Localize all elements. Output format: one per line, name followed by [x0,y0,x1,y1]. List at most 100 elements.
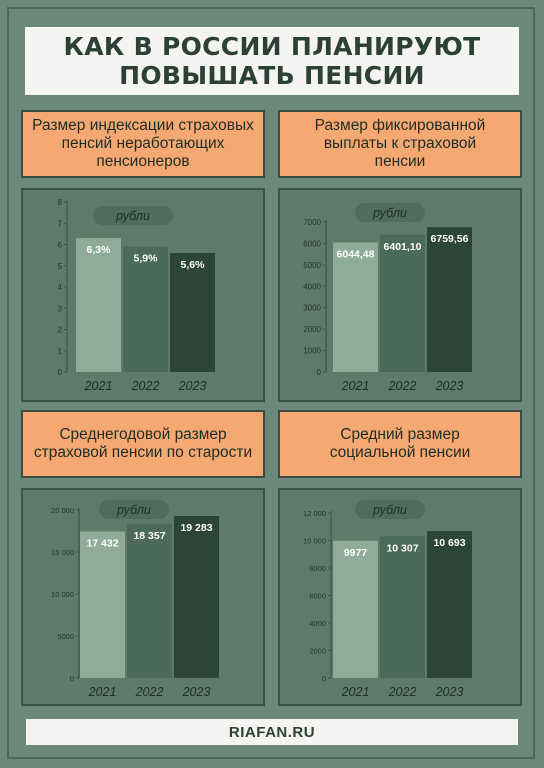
chart-4-header: Средний размер социальной пенсии [278,410,522,478]
bar-2023 [427,530,472,678]
chart-4-svg: 0 2000 4000 6000 8000 10 000 12 000 9977 2021 10 … [303,500,472,699]
chart-1-svg: 0 1 2 3 4 5 6 7 8 6,3% 2021 5,9% 2022 5,6% 2023 рубли [58,198,215,393]
bar-2022 [123,246,168,372]
y-tick-label: 3 [58,304,63,313]
bar-value-label: 6044,48 [337,248,375,260]
chart-3-svg: 0 5000 10 000 15 000 20 000 17 432 2021 18 357 2… [51,500,219,699]
title-banner: КАК В РОССИИ ПЛАНИРУЮТ ПОВЫШАТЬ ПЕНСИИ [25,27,519,95]
chart-2-svg: 0 1000 2000 3000 4000 5000 6000 7000 6044,48 2021… [303,203,472,393]
unit-pill [355,203,425,222]
y-tick-label: 7000 [303,218,321,227]
chart-3-panel: 0 5000 10 000 15 000 20 000 17 432 2021 18 357 2… [21,488,265,706]
y-tick-label: 5000 [57,632,74,641]
chart-3-title-line-2: страховой пенсии по старости [33,444,253,461]
unit-label: рубли [372,206,407,220]
category-label: 2021 [341,379,370,393]
unit-label: рубли [372,503,407,517]
bar-2021 [80,531,125,678]
bar-value-label: 10 307 [386,542,418,554]
y-tick-label: 3000 [303,304,321,313]
category-label: 2021 [88,685,117,699]
y-tick-label: 12 000 [303,509,326,518]
bar-2022 [380,536,425,678]
y-tick-label: 5 [58,262,63,271]
y-tick-label: 4000 [303,282,321,291]
unit-pill [355,500,425,519]
bar-2023 [174,516,219,678]
outer-frame [7,7,535,759]
bar-value-label: 6401,10 [384,241,422,253]
y-tick-label: 6000 [309,592,326,601]
chart-4-title-line-2: социальной пенсии [329,444,471,461]
bar-2023 [170,253,215,372]
bar-value-label: 5,9% [134,253,159,265]
bar-2021 [333,242,378,372]
y-tick-label: 0 [317,368,322,377]
category-label: 2022 [131,379,160,393]
chart-3-title-line-1: Среднегодовой размер [59,426,227,443]
category-label: 2022 [388,379,417,393]
category-label: 2022 [135,685,164,699]
y-tick-label: 2000 [309,647,326,656]
category-label: 2021 [341,685,370,699]
unit-pill [93,206,173,225]
chart-2-title-line-3: пенсии [374,153,426,170]
chart-2-title-line-1: Размер фиксированной [314,117,486,134]
bar-2023 [427,227,472,372]
bar-value-label: 6759,56 [431,233,469,245]
category-label: 2023 [178,379,207,393]
category-label: 2023 [182,685,211,699]
bar-value-label: 9977 [344,547,368,559]
y-tick-label: 5000 [303,261,321,270]
category-label: 2022 [388,685,417,699]
y-tick-label: 1 [58,347,63,356]
bar-value-label: 17 432 [86,538,118,550]
y-tick-label: 20 000 [51,506,74,515]
y-tick-label: 15 000 [51,548,74,557]
y-tick-label: 4 [58,283,63,292]
y-tick-label: 0 [70,674,74,683]
y-tick-label: 6000 [303,239,321,248]
bar-2021 [333,540,378,678]
chart-1-title-line-2: пенсий неработающих [61,135,225,152]
y-tick-label: 8 [58,198,63,207]
footer-site: RIAFAN.RU [228,723,316,741]
unit-label: рубли [115,209,150,223]
y-tick-label: 4000 [309,619,326,628]
chart-1-header: Размер индексации страховых пенсий нераб… [21,110,265,178]
y-tick-label: 10 000 [303,537,326,546]
bar-value-label: 6,3% [87,244,112,256]
y-tick-label: 8000 [309,564,326,573]
chart-1-title-line-3: пенсионеров [96,153,190,170]
y-tick-label: 1000 [303,347,321,356]
y-tick-label: 0 [322,674,326,683]
title-line-1: КАК В РОССИИ ПЛАНИРУЮТ [63,32,481,61]
y-tick-label: 6 [58,241,63,250]
title-line-2: ПОВЫШАТЬ ПЕНСИИ [119,61,425,90]
y-tick-label: 0 [58,368,63,377]
y-tick-label: 10 000 [51,590,74,599]
chart-3-header: Среднегодовой размер страховой пенсии по… [21,410,265,478]
bar-value-label: 19 283 [180,522,212,534]
category-label: 2023 [435,379,464,393]
chart-1-panel: 0 1 2 3 4 5 6 7 8 6,3% 2021 5,9% 2022 5,6% 2023 рубли [21,188,265,402]
y-tick-label: 7 [58,219,63,228]
chart-1-title-line-1: Размер индексации страховых [32,117,254,134]
bar-value-label: 5,6% [181,259,206,271]
unit-label: рубли [116,503,151,517]
chart-4-title-line-1: Средний размер [340,426,460,443]
unit-pill [99,500,169,519]
category-label: 2021 [84,379,113,393]
footer-banner: RIAFAN.RU [26,719,518,745]
bar-2022 [380,234,425,372]
chart-2-title-line-2: выплаты к страховой [323,135,477,152]
chart-2-panel: 0 1000 2000 3000 4000 5000 6000 7000 6044,48 2021… [278,188,522,402]
bar-2021 [76,238,121,372]
bar-2022 [127,523,172,678]
bar-value-label: 10 693 [433,537,465,549]
bar-value-label: 18 357 [133,530,165,542]
y-tick-label: 2 [58,326,63,335]
chart-4-panel: 0 2000 4000 6000 8000 10 000 12 000 9977 2021 10 … [278,488,522,706]
category-label: 2023 [435,685,464,699]
chart-2-header: Размер фиксированной выплаты к страховой… [278,110,522,178]
